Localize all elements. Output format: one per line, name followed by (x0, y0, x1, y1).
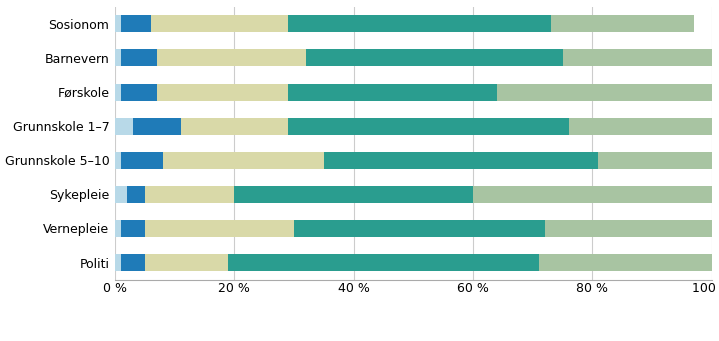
Bar (115, 152, 121, 169)
Bar (598, 152, 712, 169)
Bar (306, 49, 562, 66)
Bar (121, 49, 157, 66)
Bar (121, 220, 145, 237)
Bar (539, 254, 712, 271)
Bar (121, 254, 145, 271)
Bar (115, 84, 121, 101)
Bar (288, 118, 569, 135)
Bar (121, 152, 162, 169)
Bar (151, 15, 288, 32)
Bar (294, 220, 545, 237)
Bar (115, 186, 127, 203)
Bar (229, 254, 539, 271)
Bar (473, 186, 712, 203)
Bar (162, 152, 324, 169)
Bar (133, 118, 180, 135)
Bar (324, 152, 598, 169)
Bar (234, 186, 473, 203)
Bar (115, 118, 133, 135)
Bar (145, 220, 294, 237)
Bar (157, 49, 306, 66)
Bar (115, 220, 121, 237)
Bar (288, 15, 551, 32)
Bar (288, 84, 497, 101)
Bar (115, 49, 121, 66)
Bar (180, 118, 288, 135)
Bar (551, 15, 694, 32)
Bar (157, 84, 288, 101)
Bar (121, 15, 151, 32)
Bar (127, 186, 145, 203)
Bar (569, 118, 712, 135)
Bar (497, 84, 712, 101)
Bar (121, 84, 157, 101)
Bar (545, 220, 712, 237)
Bar (145, 186, 234, 203)
Bar (115, 15, 121, 32)
Bar (145, 254, 229, 271)
Bar (562, 49, 712, 66)
Bar (115, 254, 121, 271)
